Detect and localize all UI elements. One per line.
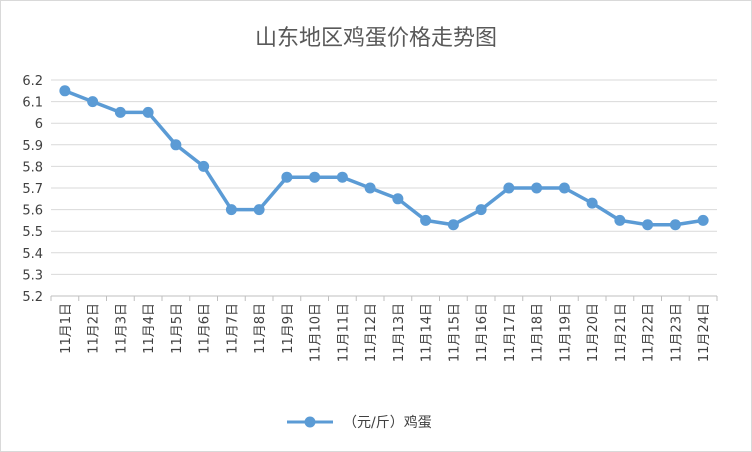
x-tick-label: 11月16日	[475, 303, 490, 362]
data-point	[281, 171, 293, 183]
data-point	[503, 182, 515, 194]
x-tick-label: 11月18日	[531, 303, 546, 362]
data-point	[697, 214, 709, 226]
x-tick-label: 11月22日	[642, 303, 657, 362]
x-tick-label: 11月14日	[420, 303, 435, 362]
y-tick-label: 5.2	[22, 290, 43, 305]
x-tick-label: 11月24日	[697, 303, 712, 362]
data-point	[669, 219, 681, 231]
data-point	[198, 160, 210, 172]
data-point	[225, 204, 237, 216]
x-tick-label: 11月21日	[614, 303, 629, 362]
x-tick-label: 11月12日	[364, 303, 379, 362]
x-tick-label: 11月6日	[198, 303, 213, 354]
x-tick-label: 11月17日	[503, 303, 518, 362]
y-tick-label: 5.4	[22, 247, 43, 262]
x-tick-label: 11月13日	[392, 303, 407, 362]
data-point	[531, 182, 543, 194]
data-point	[614, 214, 626, 226]
data-point	[253, 204, 265, 216]
data-point	[59, 85, 71, 97]
data-point	[309, 171, 321, 183]
chart-title: 山东地区鸡蛋价格走势图	[255, 26, 497, 51]
legend: （元/斤）鸡蛋	[287, 414, 432, 431]
x-tick-label: 11月2日	[87, 303, 102, 354]
y-tick-label: 6.2	[22, 74, 43, 89]
legend-point-marker	[304, 416, 316, 428]
x-tick-label: 11月7日	[225, 303, 240, 354]
data-point	[87, 96, 99, 108]
y-tick-labels: 5.2 5.3 5.4 5.5 5.6 5.7 5.8 5.9 6 6.1 6.2	[22, 74, 43, 305]
data-point	[336, 171, 348, 183]
data-point	[364, 182, 376, 194]
y-tick-label: 5.6	[22, 204, 43, 219]
y-tick-label: 6	[35, 117, 43, 132]
grid-lines	[51, 79, 717, 297]
series-line	[64, 89, 704, 227]
x-tick-label: 11月11日	[336, 303, 351, 362]
x-tick-label: 11月10日	[309, 303, 324, 362]
series-group	[59, 85, 709, 231]
x-tick-label: 11月15日	[447, 303, 462, 362]
x-tick-label: 11月3日	[114, 303, 129, 354]
x-tick-label: 11月8日	[253, 303, 268, 354]
y-tick-label: 5.8	[22, 160, 43, 175]
y-tick-label: 5.3	[22, 268, 43, 283]
y-tick-label: 5.5	[22, 225, 43, 240]
y-tick-label: 6.1	[22, 96, 43, 111]
data-point	[447, 219, 459, 231]
y-tick-label: 5.7	[22, 182, 43, 197]
y-tick-label: 5.9	[22, 139, 43, 154]
x-tick-label: 11月4日	[142, 303, 157, 354]
data-point	[114, 106, 126, 118]
x-tick-label: 11月9日	[281, 303, 296, 354]
data-point	[586, 197, 598, 209]
x-tick-label: 11月19日	[558, 303, 573, 362]
legend-label: （元/斤）鸡蛋	[343, 414, 432, 431]
x-tick-labels: 11月1日 11月2日 11月3日 11月4日 11月5日 11月6日 11月7日 11月8日…	[50, 296, 718, 362]
data-point	[142, 106, 154, 118]
x-tick-label: 11月1日	[59, 303, 74, 354]
data-point	[475, 204, 487, 216]
data-point	[392, 193, 404, 205]
x-tick-label: 11月5日	[170, 303, 185, 354]
data-point	[558, 182, 570, 194]
data-point	[170, 139, 182, 151]
data-point	[420, 214, 432, 226]
x-tick-label: 11月23日	[669, 303, 684, 362]
x-tick-label: 11月20日	[586, 303, 601, 362]
data-point	[642, 219, 654, 231]
